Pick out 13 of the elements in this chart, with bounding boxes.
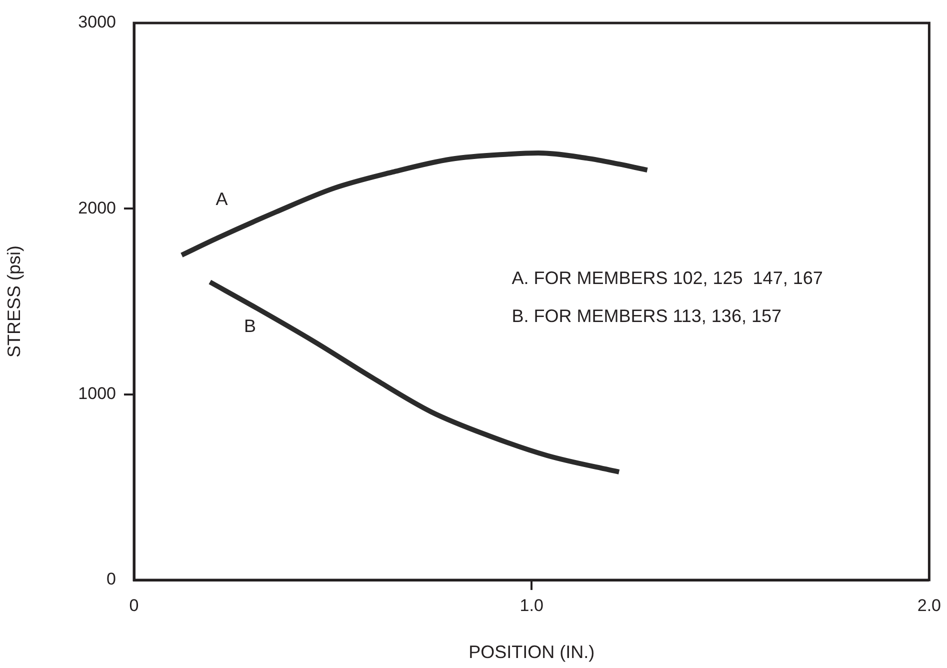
x-axis-title: POSITION (IN.) [468,642,595,662]
annotation: B. FOR MEMBERS 113, 136, 157 [512,306,782,326]
x-tick-label: 1.0 [520,596,544,615]
y-tick-label: 3000 [78,12,116,32]
y-tick-label: 0 [106,570,116,589]
x-tick-label: 2.0 [917,596,942,615]
series-label: A [216,189,228,210]
annotation: A. FOR MEMBERS 102, 125 147, 167 [512,268,823,288]
series-label: B [244,316,256,336]
x-tick-label: 0 [129,596,139,615]
y-axis-title: STRESS (psi) [4,245,24,358]
y-tick-label: 2000 [78,198,116,218]
y-tick-label: 1000 [78,384,116,404]
